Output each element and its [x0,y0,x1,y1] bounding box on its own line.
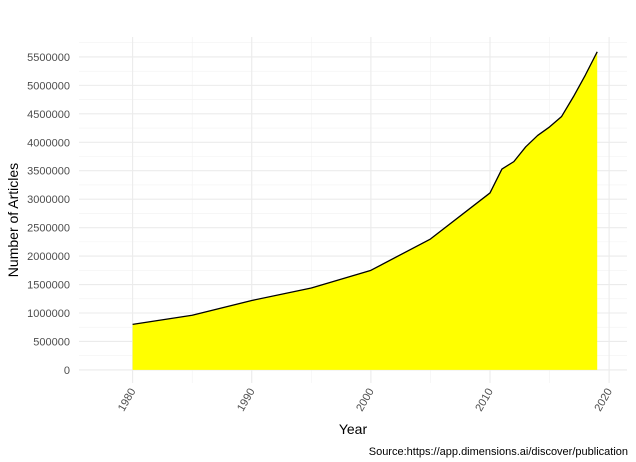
x-tick-label: 2010 [473,386,496,413]
x-tick-label: 2020 [592,386,615,413]
x-axis-tick-labels: 1980 1990 2000 2010 2020 [116,386,615,413]
y-tick-label: 2500000 [27,223,70,235]
series-line [132,51,598,326]
y-tick-label: 500000 [33,336,70,348]
y-tick-label: 5000000 [27,80,70,92]
x-tick-label: 2000 [354,386,377,413]
source-caption: Source:https://app.dimensions.ai/discove… [369,446,628,458]
y-tick-label: 1500000 [27,280,70,292]
y-tick-label: 5500000 [27,52,70,64]
x-tick-label: 1990 [235,386,258,413]
y-tick-label: 4000000 [27,137,70,149]
y-tick-label: 1000000 [27,308,70,320]
y-tick-label: 2000000 [27,251,70,263]
x-tick-label: 1980 [116,386,139,413]
y-tick-label: 4500000 [27,109,70,121]
y-axis-title: Number of Articles [5,163,21,277]
y-tick-label: 3000000 [27,194,70,206]
y-axis-tick-labels: 0 500000 1000000 1500000 2000000 2500000 30000… [27,52,70,377]
area-fill [132,51,598,370]
area-series [132,51,598,370]
y-tick-label: 0 [64,365,70,377]
x-axis-title: Year [339,421,368,437]
y-tick-label: 3500000 [27,166,70,178]
